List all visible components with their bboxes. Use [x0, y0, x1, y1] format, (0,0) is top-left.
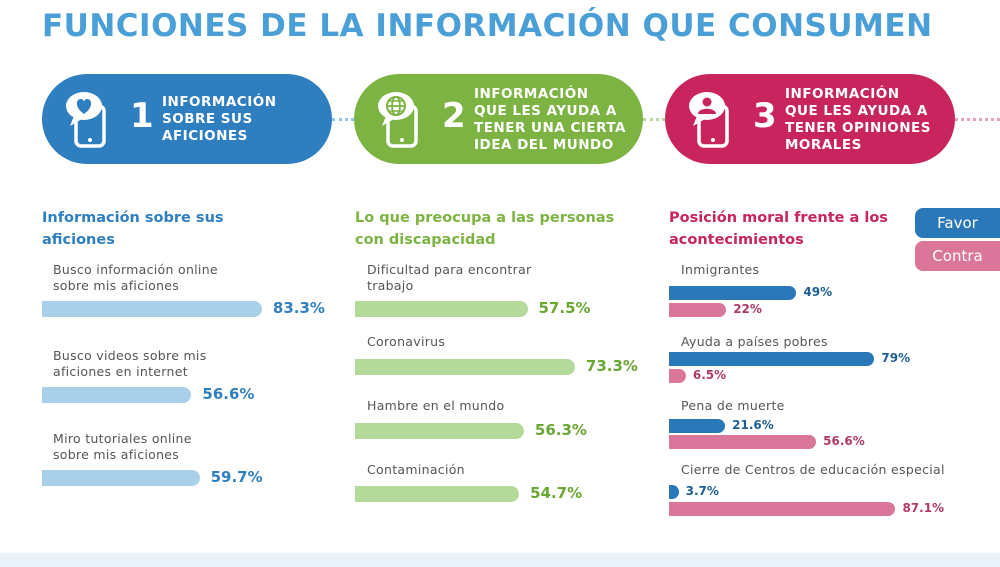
category-label: Dificultad para encontrar trabajo [367, 262, 532, 293]
data-label: 22% [733, 302, 762, 316]
legend-favor: Favor [915, 208, 1000, 238]
category-label: Ayuda a países pobres [681, 334, 828, 349]
data-label: 54.7% [530, 484, 583, 502]
data-label: 83.3% [272, 299, 325, 317]
category-label: Contaminación [367, 462, 465, 477]
data-label: 3.7% [685, 484, 719, 498]
bar-contra [669, 435, 817, 449]
connector-dots-3 [955, 118, 1000, 121]
data-label: 6.5% [692, 368, 727, 382]
category-label: Pena de muerte [681, 398, 785, 413]
bar [42, 301, 262, 317]
category-label: Cierre de Centros de educación especial [681, 462, 945, 477]
phone-heart-icon [66, 92, 106, 148]
bar [42, 470, 200, 486]
connector-dots-2 [643, 118, 665, 121]
data-label: 57.5% [538, 299, 591, 317]
bar-contra [669, 502, 896, 516]
bar [42, 387, 192, 403]
category-pill-mundo: 2 INFORMACIÓN QUE LES AYUDA A TENER UNA CI… [354, 74, 643, 164]
bar [355, 486, 520, 502]
phone-globe-icon [378, 92, 418, 148]
bar-contra [669, 369, 686, 383]
bar-favor [669, 352, 875, 366]
pill-label: INFORMACIÓN QUE LES AYUDA A TENER UNA CIER… [474, 86, 627, 153]
category-label: Miro tutoriales online sobre mis aficione… [53, 431, 192, 462]
pill-number: 3 [753, 96, 777, 136]
pill-number: 2 [442, 96, 466, 136]
data-label: 73.3% [585, 357, 638, 375]
bar-favor [669, 419, 726, 433]
bar [355, 359, 575, 375]
category-pill-morales: 3 INFORMACIÓN QUE LES AYUDA A TENER OPINIO… [665, 74, 955, 164]
category-label: Busco videos sobre mis aficiones en inter… [53, 348, 207, 379]
category-label: Hambre en el mundo [367, 398, 505, 413]
data-label: 56.3% [534, 421, 587, 439]
category-label: Busco información online sobre mis aficio… [53, 262, 218, 293]
pill-number: 1 [130, 96, 154, 136]
category-label: Inmigrantes [681, 262, 760, 277]
data-label: 79% [881, 351, 911, 365]
data-label: 56.6% [202, 385, 255, 403]
data-label: 49% [803, 285, 833, 299]
phone-user-icon [689, 92, 729, 148]
data-label: 59.7% [210, 468, 263, 486]
footer-band [0, 553, 1000, 567]
bar [355, 423, 524, 439]
bar-favor [669, 485, 679, 499]
data-label: 87.1% [902, 501, 945, 515]
data-label: 56.6% [823, 434, 865, 448]
bar-contra [669, 303, 727, 317]
chart-title-moral: Posición moral frente a los acontecimient… [669, 210, 888, 248]
category-label: Coronavirus [367, 334, 446, 349]
pill-label: INFORMACIÓN SOBRE SUS AFICIONES [162, 94, 277, 144]
bar-favor [669, 286, 797, 300]
pill-label: INFORMACIÓN QUE LES AYUDA A TENER OPINIONE… [785, 86, 931, 153]
bar [355, 301, 528, 317]
chart-title-aficiones: Información sobre sus aficiones [42, 210, 224, 248]
connector-dots-1 [332, 118, 354, 121]
page-title: FUNCIONES DE LA INFORMACIÓN QUE CONSUMEN [42, 8, 933, 44]
category-pill-aficiones: 1 INFORMACIÓN SOBRE SUS AFICIONES [42, 74, 332, 164]
legend-contra: Contra [915, 241, 1000, 271]
chart-title-discapacidad: Lo que preocupa a las personas con discap… [355, 210, 615, 248]
data-label: 21.6% [732, 418, 774, 432]
